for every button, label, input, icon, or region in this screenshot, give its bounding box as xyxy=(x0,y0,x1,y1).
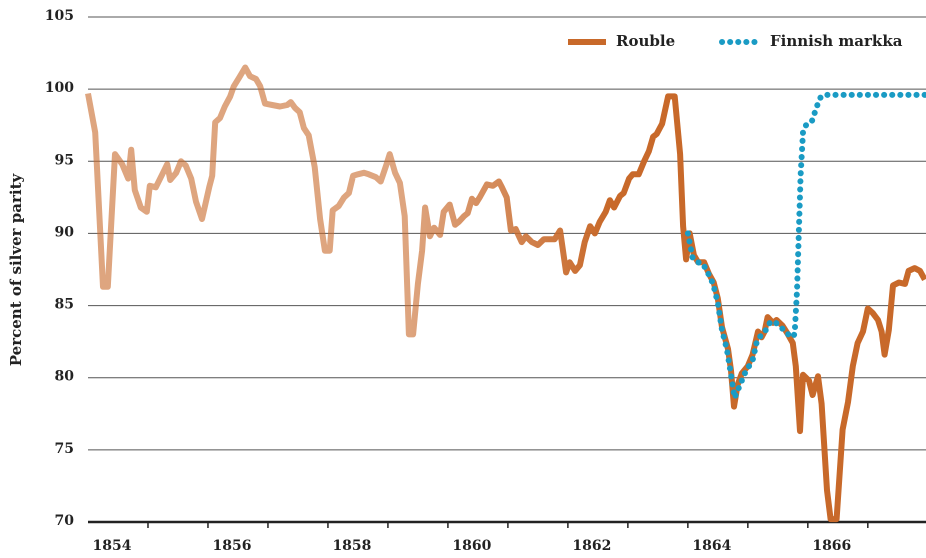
y-tick-label: 85 xyxy=(55,297,74,313)
y-axis-label: Percent of silver parity xyxy=(7,173,25,367)
y-tick-label: 70 xyxy=(55,513,75,529)
x-tick-label: 1854 xyxy=(93,538,132,554)
x-tick-label: 1864 xyxy=(692,538,731,554)
y-tick-label: 80 xyxy=(55,369,75,385)
y-tick-label: 105 xyxy=(45,8,74,24)
x-tick-label: 1862 xyxy=(572,538,611,554)
x-tick-label: 1866 xyxy=(812,538,851,554)
x-tick-label: 1856 xyxy=(212,538,251,554)
x-tick-label: 1860 xyxy=(452,538,491,554)
x-tick-label: 1858 xyxy=(332,538,371,554)
y-tick-label: 90 xyxy=(55,224,75,240)
series-line xyxy=(85,64,926,523)
y-tick-label: 95 xyxy=(55,152,74,168)
series-line xyxy=(684,91,926,401)
y-tick-label: 75 xyxy=(55,441,74,457)
y-tick-label: 100 xyxy=(45,80,74,96)
legend-label: Rouble xyxy=(616,32,675,50)
legend-label: Finnish markka xyxy=(770,32,903,50)
